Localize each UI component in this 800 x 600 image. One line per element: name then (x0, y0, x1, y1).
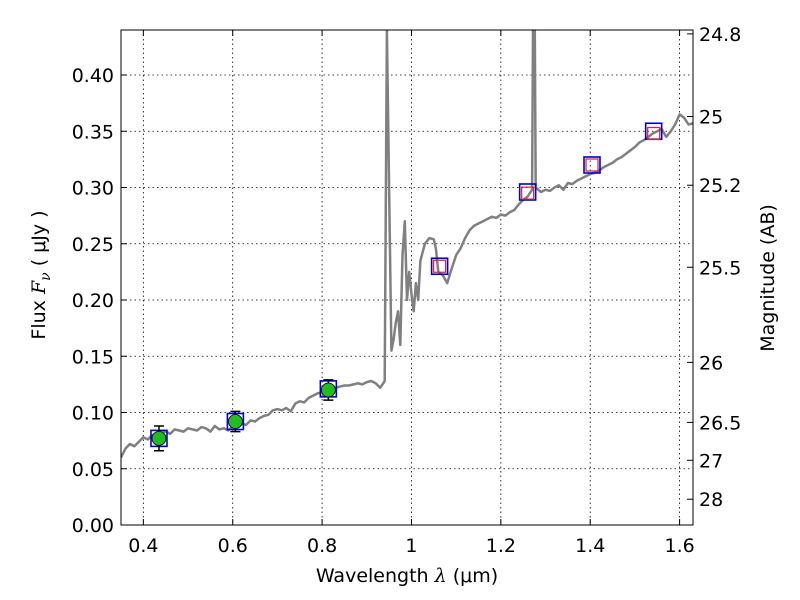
x-tick-label: 0.8 (307, 535, 337, 557)
observed-point (227, 414, 243, 429)
y-tick-label: 0.40 (72, 65, 114, 87)
y2-tick-label: 26.5 (699, 412, 741, 434)
y-tick-label: 0.00 (72, 515, 114, 537)
upper-limit-box (647, 126, 661, 141)
y2-tick-label: 25 (699, 107, 723, 129)
observed-point (151, 430, 167, 446)
y2-axis-title: Magnitude (AB) (757, 204, 779, 352)
y2-tick-label: 25.2 (699, 175, 741, 197)
upper-limit-box (433, 259, 447, 273)
y-axis-title: Flux Fν ( μJy ) (28, 210, 54, 339)
y-tick-label: 0.05 (72, 459, 114, 481)
x-tick-label: 1.4 (575, 535, 605, 557)
y-tick-label: 0.10 (72, 403, 114, 425)
y2-tick-label: 25.5 (699, 257, 741, 279)
upper-limit-box (521, 186, 535, 200)
y-tick-label: 0.15 (72, 346, 114, 368)
grid-lines (121, 30, 693, 526)
axis-ticks (121, 30, 693, 526)
upper-limit-box (585, 158, 599, 172)
y-tick-label: 0.25 (72, 234, 114, 256)
plot-series (121, 30, 693, 459)
model-photometry-box (430, 257, 449, 276)
model-photometry-box (518, 183, 537, 201)
axis-tick-labels: 0.4 0.6 0.8 1 1.2 1.4 1.6 0.00 0.05 0.10 0.15 0.20 0… (72, 24, 742, 557)
x-axis-title: Wavelength λ (μm) (316, 565, 498, 587)
x-tick-label: 0.4 (128, 535, 158, 557)
y2-tick-label: 24.8 (699, 24, 741, 46)
y-tick-label: 0.30 (72, 178, 114, 200)
y-tick-label: 0.20 (72, 290, 114, 312)
y-tick-label: 0.35 (72, 121, 114, 143)
model-photometry-box (583, 156, 601, 174)
x-tick-label: 1 (405, 535, 417, 557)
x-tick-label: 1.2 (486, 535, 516, 557)
observed-point (320, 382, 336, 398)
y2-tick-label: 26 (699, 352, 723, 374)
x-tick-label: 1.6 (664, 535, 694, 557)
model-spectrum-line (121, 30, 693, 459)
plot-frame (120, 29, 694, 526)
y2-tick-label: 27 (699, 450, 723, 472)
y2-tick-label: 28 (699, 489, 723, 511)
x-tick-label: 0.6 (218, 535, 248, 557)
